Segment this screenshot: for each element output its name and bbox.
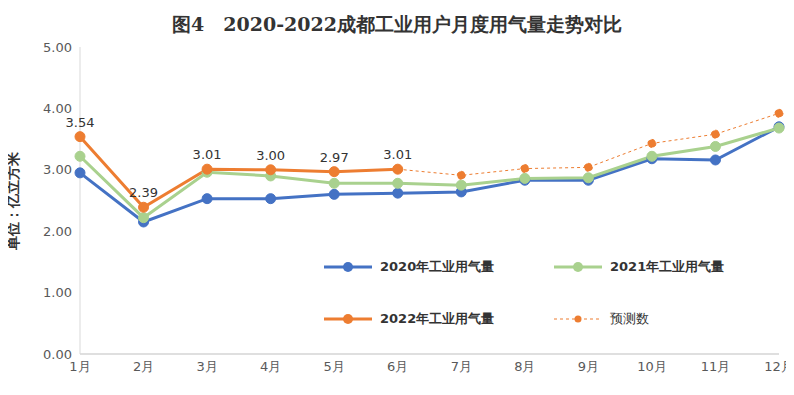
svg-text:3月: 3月 xyxy=(196,359,217,374)
svg-text:4.00: 4.00 xyxy=(43,101,72,116)
svg-text:1月: 1月 xyxy=(69,359,90,374)
svg-text:9月: 9月 xyxy=(578,359,599,374)
svg-text:7月: 7月 xyxy=(451,359,472,374)
svg-text:5月: 5月 xyxy=(324,359,345,374)
svg-text:3.00: 3.00 xyxy=(43,162,72,177)
svg-text:8月: 8月 xyxy=(514,359,535,374)
html-text:图4 2020-2022成都工业用户月度用气量走势对比: 图4 2020-2022成都工业用户月度用气量走势对比 xyxy=(172,13,622,35)
svg-text:2.00: 2.00 xyxy=(43,224,72,239)
svg-text:3.00: 3.00 xyxy=(256,148,285,163)
svg-text:单位：亿立方米: 单位：亿立方米 xyxy=(8,151,21,251)
svg-text:3.01: 3.01 xyxy=(193,147,222,162)
svg-text:2.97: 2.97 xyxy=(320,150,349,165)
svg-text:1.00: 1.00 xyxy=(43,285,72,300)
svg-text:3.54: 3.54 xyxy=(66,115,95,130)
svg-text:6月: 6月 xyxy=(387,359,408,374)
svg-text:3.01: 3.01 xyxy=(383,147,412,162)
html-text:2021年工业用气量: 2021年工业用气量 xyxy=(610,259,725,274)
svg-text:5.00: 5.00 xyxy=(43,40,72,55)
svg-text:2.39: 2.39 xyxy=(129,185,158,200)
svg-text:12月: 12月 xyxy=(764,359,786,374)
svg-text:10月: 10月 xyxy=(637,359,667,374)
svg-text:0.00: 0.00 xyxy=(43,347,72,362)
html-text:预测数: 预测数 xyxy=(610,311,649,326)
html-text:2020年工业用气量: 2020年工业用气量 xyxy=(380,259,495,274)
svg-text:11月: 11月 xyxy=(701,359,731,374)
html-text:2022年工业用气量: 2022年工业用气量 xyxy=(380,311,495,326)
svg-text:2月: 2月 xyxy=(133,359,154,374)
svg-text:4月: 4月 xyxy=(260,359,281,374)
